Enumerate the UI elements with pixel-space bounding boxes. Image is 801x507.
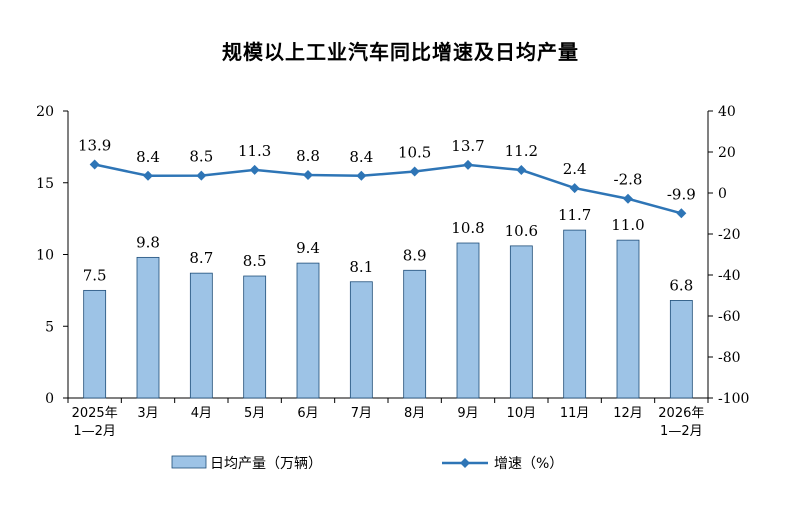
x-tick-label: 12月: [613, 406, 643, 421]
legend-line-label: 增速（%）: [494, 456, 563, 472]
growth-marker: [303, 169, 313, 180]
x-tick-label: 3月: [137, 406, 158, 421]
bar-value-label: 9.8: [136, 233, 160, 251]
growth-marker: [356, 170, 367, 181]
line-series: [89, 159, 687, 219]
bar: [669, 300, 693, 399]
legend: 日均产量（万辆） 增速（%）: [171, 455, 563, 472]
growth-marker: [676, 208, 687, 219]
growth-marker: [143, 170, 153, 181]
growth-value-label: 11.3: [238, 142, 271, 160]
growth-value-label: 8.4: [136, 148, 160, 166]
bar: [456, 242, 480, 399]
bar: [136, 256, 160, 399]
bar-value-label: 8.9: [403, 246, 427, 264]
legend-line-marker: [460, 458, 470, 468]
growth-value-label: -9.9: [667, 185, 696, 203]
growth-value-label: 2.4: [563, 160, 587, 178]
left-tick-label: 0: [45, 391, 54, 407]
x-tick-label: 1—2月: [660, 424, 703, 439]
growth-marker: [409, 166, 420, 177]
bar: [349, 281, 373, 399]
x-tick-label: 8月: [404, 406, 425, 421]
x-tick-label: 10月: [507, 406, 537, 421]
x-tick-label: 9月: [457, 406, 478, 421]
growth-line: [94, 163, 682, 215]
left-tick-label: 10: [36, 248, 54, 264]
bar: [189, 272, 213, 399]
right-tick-label: -100: [718, 391, 749, 407]
bar: [563, 229, 587, 399]
left-tick-label: 5: [45, 319, 54, 335]
x-tick-label: 4月: [191, 406, 212, 421]
right-tick-label: -80: [718, 350, 741, 366]
bar-value-label: 8.5: [243, 252, 267, 270]
bar-value-label: 7.5: [83, 266, 107, 284]
bar-value-label: 9.4: [296, 239, 320, 257]
bar: [509, 245, 533, 399]
right-tick-label: -40: [718, 268, 741, 284]
right-tick-label: 40: [718, 104, 736, 120]
bar-series: [83, 229, 693, 399]
growth-value-label: 8.5: [189, 148, 213, 166]
growth-marker: [569, 183, 580, 194]
x-tick-label: 5月: [244, 406, 265, 421]
bar-value-label: 8.1: [349, 258, 373, 276]
bar-value-label: 11.0: [611, 216, 644, 234]
right-tick-label: 20: [718, 145, 736, 161]
left-tick-label: 15: [36, 176, 54, 192]
bar-value-label: 10.8: [451, 219, 484, 237]
x-tick-label: 2025年: [72, 406, 118, 421]
data-labels: 7.5 9.8 8.7 8.5 9.4 8.1 8.9 10.8 10.6 11.7 11.0 6.8…: [78, 137, 696, 295]
growth-marker: [623, 193, 633, 204]
growth-value-label: 13.7: [451, 137, 484, 155]
x-tick-label: 7月: [351, 406, 372, 421]
growth-value-label: 13.9: [78, 137, 111, 155]
growth-value-label: -2.8: [614, 171, 643, 189]
growth-marker: [249, 164, 260, 175]
x-tick-label: 2026年: [658, 406, 704, 421]
bar-value-label: 8.7: [189, 249, 213, 267]
bar-value-label: 10.6: [505, 222, 538, 240]
bar: [296, 262, 320, 399]
bar: [616, 239, 640, 399]
legend-bar-swatch: [171, 455, 207, 469]
bar-value-label: 6.8: [669, 276, 693, 294]
growth-value-label: 8.8: [296, 147, 320, 165]
growth-value-label: 8.4: [349, 148, 373, 166]
legend-bar-label: 日均产量（万辆）: [210, 456, 322, 472]
growth-marker: [196, 170, 207, 181]
right-tick-label: -20: [718, 227, 741, 243]
bar: [243, 275, 267, 399]
x-tick-label: 6月: [297, 406, 318, 421]
chart-title: 规模以上工业汽车同比增速及日均产量: [222, 40, 579, 64]
x-tick-label: 11月: [560, 406, 590, 421]
right-tick-label: 0: [718, 186, 727, 202]
bar-value-label: 11.7: [558, 206, 591, 224]
axes: 0 5 10 15 20 -100 -80 -60 -40 -20 0 20 40 2025年 1—2月 3月…: [36, 104, 749, 439]
growth-value-label: 10.5: [398, 143, 431, 161]
bar: [403, 269, 427, 399]
growth-marker: [516, 165, 527, 176]
growth-marker: [463, 159, 473, 170]
growth-marker: [89, 159, 100, 170]
x-tick-label: 1—2月: [73, 424, 116, 439]
bar: [83, 289, 107, 399]
left-tick-label: 20: [36, 104, 54, 120]
growth-value-label: 11.2: [505, 142, 538, 160]
right-tick-label: -60: [718, 309, 741, 325]
